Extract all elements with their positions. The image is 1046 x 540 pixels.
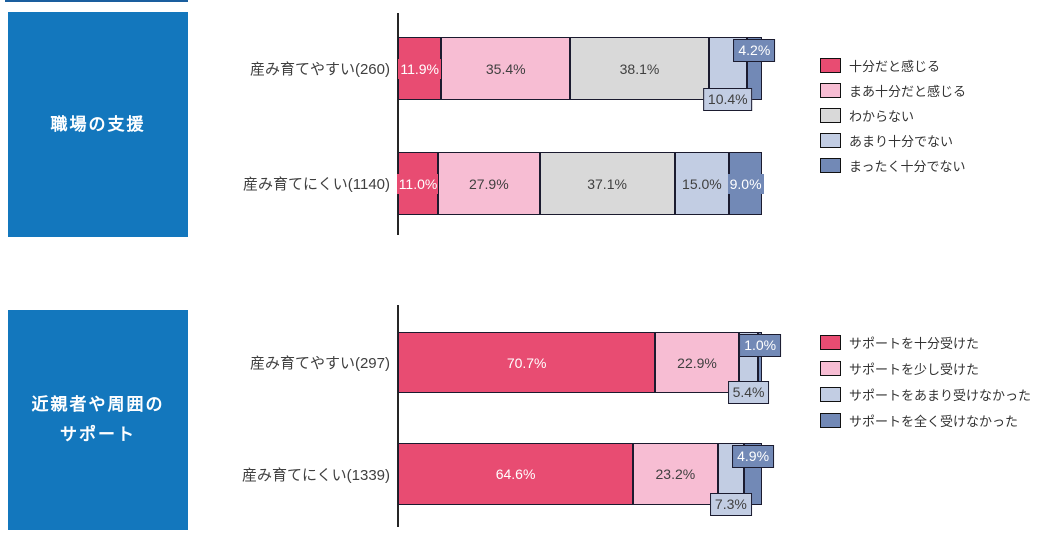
stacked-bar: 11.9% 35.4% 38.1% 10.4% 4.2% [398,37,776,111]
legend-label: まったく十分でない [849,159,966,174]
segment-value-label: 11.0% [396,173,440,194]
stacked-bar: 64.6% 23.2% 7.3% 4.9% [398,443,775,516]
legend-swatch-light_pink [820,83,841,98]
legend-label: サポートを少し受けた [849,362,980,377]
bar-segment: 70.7% [398,332,656,393]
stacked-bar: 70.7% 22.9% 5.4% 1.0% [398,332,782,404]
segment-callout-label: 4.2% [733,39,776,62]
legend-swatch-light_blue [820,133,841,148]
category-label: 産み育てにくい(1339) [241,466,390,484]
legend-item: サポートを少し受けた [820,359,979,378]
segment-callout-label: 5.4% [727,381,770,404]
legend-swatch-gray [820,108,841,123]
legend-label: 十分だと感じる [849,59,941,74]
segment-value-label: 64.6% [493,464,538,484]
section-title-box: 職場の支援 [8,12,188,237]
segment-value-label: 35.4% [483,58,528,79]
value-axis-line [397,13,399,235]
category-label: 産み育てにくい(1140) [243,176,390,193]
legend-item: 十分だと感じる [820,56,940,75]
legend-item: わからない [820,106,914,125]
legend-swatch-blue [820,158,841,173]
segment-callout-label: 7.3% [709,493,752,516]
section-title-line: 近親者や周囲の [31,395,165,414]
segment-callout-label: 1.0% [739,334,782,357]
legend-label: わからない [849,109,915,124]
bar-segment: 11.9% [398,37,442,100]
top-border-artifact [5,0,188,2]
section-title-box: 近親者や周囲の サポート [8,310,188,530]
segment-value-label: 11.9% [398,58,441,79]
category-label: 産み育てやすい(297) [249,355,390,372]
legend-label: サポートをあまり受けなかった [849,388,1032,403]
segment-value-label: 27.9% [466,173,511,194]
section-title-line: サポート [60,425,136,444]
segment-value-label: 9.0% [727,173,764,194]
legend-item: まあ十分だと感じる [820,81,966,100]
legend-swatch-blue [820,413,841,428]
legend-swatch-light_blue [820,387,841,402]
value-axis-line [397,305,399,527]
bar-segment: 15.0% [674,152,730,215]
legend-swatch-rose [820,58,841,73]
segment-value-label: 37.1% [585,173,629,194]
stacked-bar: 11.0% 27.9% 37.1% 15.0% 9.0% [396,152,764,215]
legend-swatch-rose [820,335,841,350]
legend-label: サポートを全く受けなかった [849,414,1019,429]
legend-label: サポートを十分受けた [849,336,980,351]
legend-item: サポートを全く受けなかった [820,411,1018,430]
bar-segment: 9.0% [727,152,764,215]
section-title-line: 職場の支援 [50,114,146,134]
bar-segment: 35.4% [441,37,571,100]
legend-item: あまり十分でない [820,131,953,150]
bar-segment: 23.2% [633,443,718,505]
category-label: 産み育てやすい(260) [249,61,390,78]
legend-swatch-light_pink [820,361,841,376]
legend-item: サポートを十分受けた [820,333,979,352]
segment-value-label: 23.2% [653,464,698,484]
legend-item: まったく十分でない [820,156,965,175]
bar-segment: 37.1% [539,152,675,215]
bar-segment: 22.9% [655,332,739,393]
bar-segment: 64.6% [398,443,634,505]
legend-label: あまり十分でない [849,134,954,149]
bar-segment: 11.0% [396,152,440,215]
segment-callout-label: 4.9% [732,445,775,468]
bar-segment: 38.1% [570,37,709,100]
segment-callout-label: 10.4% [702,88,753,111]
segment-value-label: 38.1% [617,58,662,79]
segment-value-label: 22.9% [675,352,719,373]
legend-label: まあ十分だと感じる [849,84,967,99]
segment-value-label: 70.7% [504,352,549,373]
bar-segment: 27.9% [438,152,540,215]
segment-value-label: 15.0% [680,173,724,194]
legend-item: サポートをあまり受けなかった [820,385,1031,404]
